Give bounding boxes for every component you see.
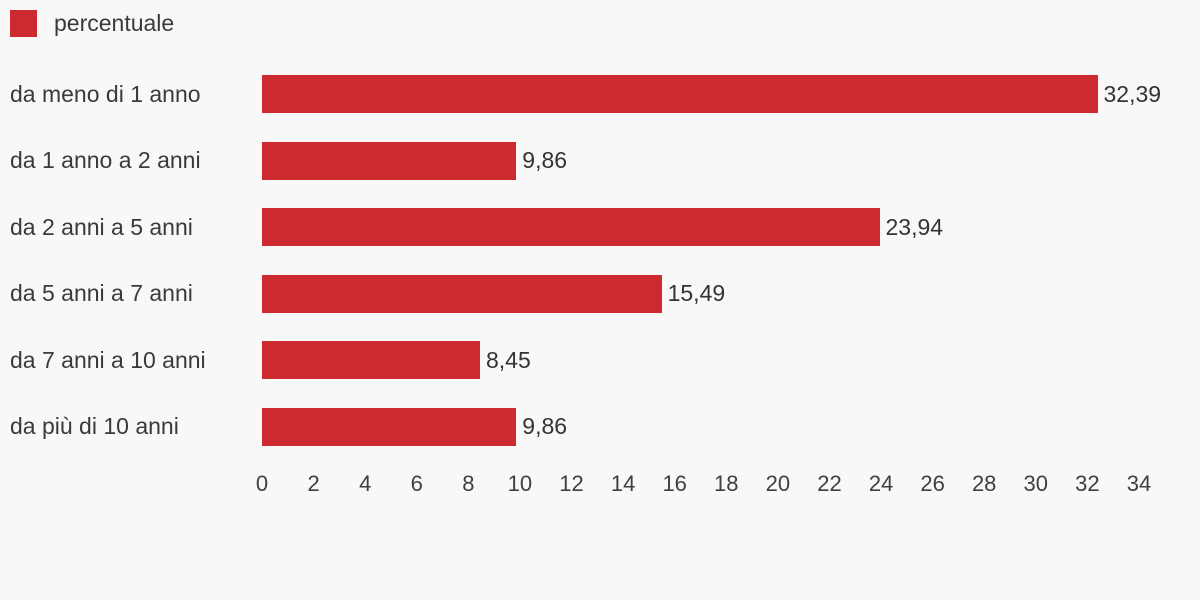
table-row: da 7 anni a 10 anni 8,45	[0, 327, 1200, 394]
x-axis-tick-label: 12	[559, 471, 584, 496]
category-label: da meno di 1 anno	[10, 80, 201, 107]
category-label: da 1 anno a 2 anni	[10, 147, 201, 174]
value-label: 23,94	[885, 213, 944, 240]
plot-area: da meno di 1 anno 32,39 da 1 anno a 2 anni…	[0, 61, 1200, 460]
x-axis-tick-label: 32	[1075, 471, 1100, 496]
value-label: 32,39	[1103, 80, 1162, 107]
category-label: da più di 10 anni	[10, 413, 179, 440]
x-axis-tick-label: 18	[714, 471, 739, 496]
x-axis-tick-label: 24	[868, 471, 894, 496]
bar	[262, 407, 517, 446]
x-axis-tick-label: 26	[920, 471, 945, 496]
x-axis-tick-label: 34	[1126, 471, 1152, 496]
bar	[262, 75, 1098, 114]
x-axis-tick-label: 16	[662, 471, 687, 496]
x-axis-tick-label: 4	[359, 471, 372, 496]
category-label: da 2 anni a 5 anni	[10, 213, 193, 240]
legend: percentuale	[10, 10, 174, 37]
bar	[262, 274, 662, 313]
table-row: da meno di 1 anno 32,39	[0, 61, 1200, 128]
x-axis-tick-label: 30	[1023, 471, 1049, 496]
x-axis-tick-label: 28	[971, 471, 997, 496]
category-label: da 7 anni a 10 anni	[10, 346, 206, 373]
x-axis-tick-label: 20	[765, 471, 791, 496]
value-label: 9,86	[522, 413, 568, 440]
x-axis-tick-label: 22	[817, 471, 842, 496]
x-axis-tick-label: 10	[507, 471, 533, 496]
bar	[262, 208, 880, 247]
value-label: 9,86	[522, 147, 568, 174]
x-axis-tick-label: 2	[307, 471, 320, 496]
x-axis-tick-label: 0	[255, 471, 269, 496]
x-axis-tick-label: 8	[462, 471, 475, 496]
value-label: 8,45	[486, 346, 531, 373]
bar	[262, 341, 480, 380]
x-axis-tick-label: 14	[610, 471, 636, 496]
table-row: da 5 anni a 7 anni 15,49	[0, 261, 1200, 328]
table-row: da più di 10 anni 9,86	[0, 394, 1200, 461]
legend-swatch-icon	[10, 10, 37, 37]
x-axis-tick-label: 6	[410, 471, 423, 496]
category-label: da 5 anni a 7 anni	[10, 280, 193, 307]
table-row: da 2 anni a 5 anni 23,94	[0, 194, 1200, 261]
table-row: da 1 anno a 2 anni 9,86	[0, 128, 1200, 195]
bar	[262, 141, 517, 180]
value-label: 15,49	[667, 280, 726, 307]
legend-label: percentuale	[54, 10, 175, 36]
x-axis: 0 2 4 6 8 10 12 14 16 18 20 22 24 26 28 30 32 34	[0, 471, 1200, 501]
